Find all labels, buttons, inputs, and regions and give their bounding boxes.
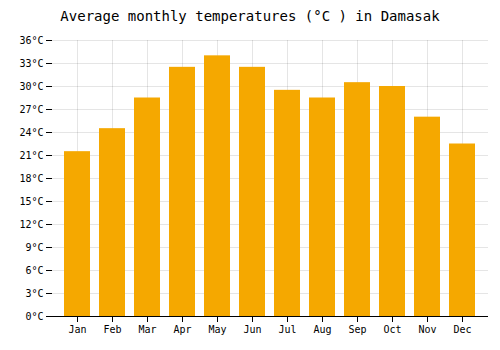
svg-text:Mar: Mar — [138, 324, 156, 335]
svg-text:15°C: 15°C — [19, 196, 43, 207]
html-text:Average monthly temperatures (: Average monthly temperatures (°C ) in Da… — [60, 8, 440, 24]
svg-text:18°C: 18°C — [19, 173, 43, 184]
svg-text:Dec: Dec — [453, 324, 471, 335]
svg-text:24°C: 24°C — [19, 127, 43, 138]
svg-text:Oct: Oct — [383, 324, 401, 335]
svg-text:30°C: 30°C — [19, 81, 43, 92]
svg-text:33°C: 33°C — [19, 58, 43, 69]
svg-text:Feb: Feb — [103, 324, 121, 335]
svg-text:Jan: Jan — [68, 324, 86, 335]
svg-text:Nov: Nov — [418, 324, 436, 335]
svg-text:Aug: Aug — [313, 324, 331, 335]
svg-text:36°C: 36°C — [19, 35, 43, 46]
svg-text:9°C: 9°C — [25, 242, 43, 253]
svg-text:12°C: 12°C — [19, 219, 43, 230]
svg-text:21°C: 21°C — [19, 150, 43, 161]
svg-text:Jun: Jun — [243, 324, 261, 335]
svg-text:Jul: Jul — [278, 324, 296, 335]
svg-text:Apr: Apr — [173, 324, 191, 335]
svg-text:Sep: Sep — [348, 324, 366, 335]
svg-text:3°C: 3°C — [25, 288, 43, 299]
svg-text:27°C: 27°C — [19, 104, 43, 115]
svg-text:6°C: 6°C — [25, 265, 43, 276]
svg-text:0°C: 0°C — [25, 311, 43, 322]
svg-text:May: May — [208, 324, 226, 335]
